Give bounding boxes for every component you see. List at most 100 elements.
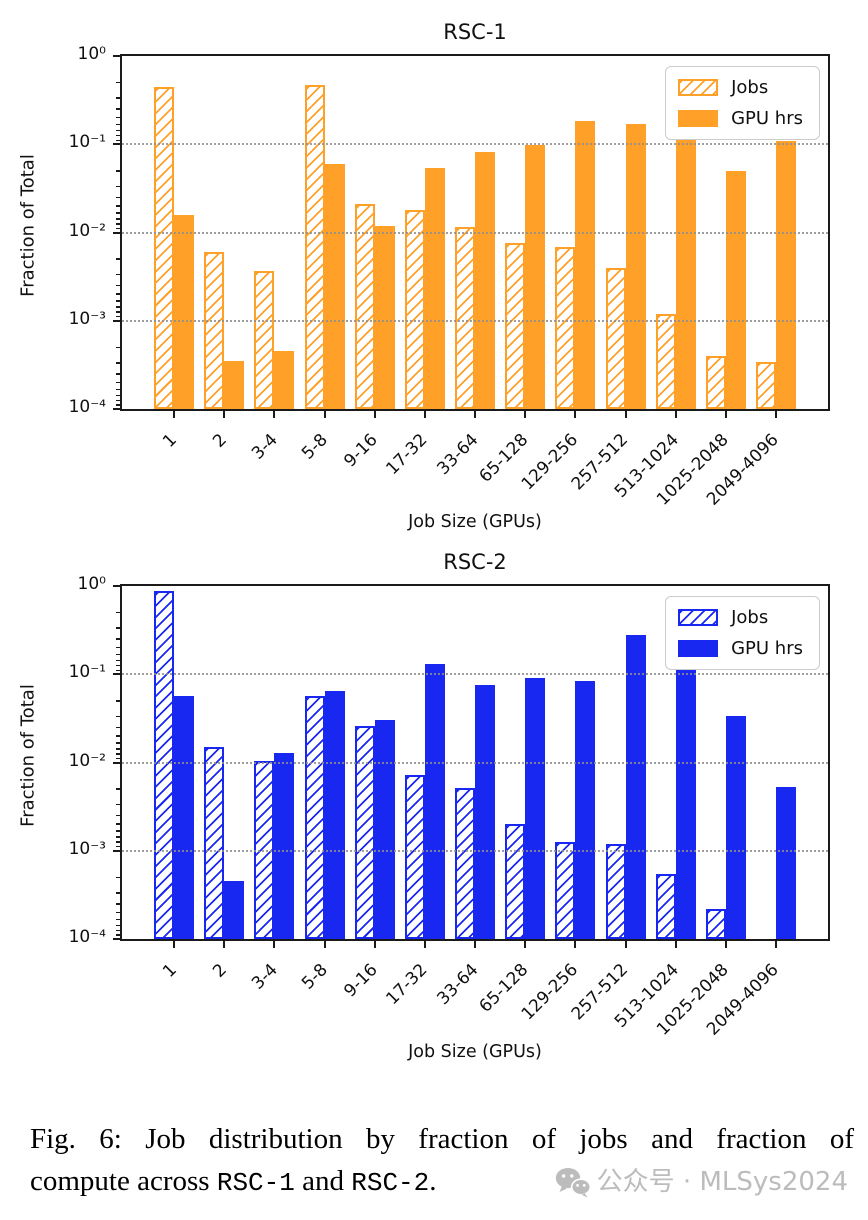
bar-jobs-33-64 [455, 787, 475, 939]
bar-jobs-1025-2048 [705, 908, 726, 939]
x-tick [674, 411, 677, 418]
bar-gpu-hrs-2049-4096 [776, 786, 796, 939]
legend-entry-jobs: Jobs [678, 607, 803, 628]
bar-gpu-hrs-33-64 [475, 684, 495, 939]
y-major-tick [113, 849, 120, 852]
y-minor-tick [116, 726, 120, 729]
y-minor-tick [116, 911, 120, 914]
legend: Jobs GPU hrs [665, 596, 820, 670]
y-minor-tick [116, 404, 120, 406]
plot-area: Jobs GPU hrs 1 2 3-4 5-8 9-16 17-32 33-64 65-12… [113, 54, 830, 510]
y-minor-tick [116, 903, 120, 905]
y-minor-tick [116, 300, 120, 302]
y-minor-tick [116, 81, 120, 84]
watermark: 公众号 · MLSys2024 [555, 1161, 848, 1203]
x-tick [674, 941, 677, 948]
x-tick [323, 411, 326, 418]
bar-gpu-hrs-1025-2048 [725, 715, 746, 939]
y-minor-tick [116, 185, 120, 188]
bar-gpu-hrs-2049-4096 [776, 140, 796, 409]
y-tick-label: 10⁻¹ [68, 132, 106, 153]
y-minor-tick [116, 123, 120, 126]
y-minor-tick [116, 814, 120, 817]
x-tick [373, 411, 376, 418]
y-minor-tick [116, 258, 120, 260]
gridline-1e-1 [122, 673, 828, 676]
y-minor-tick [116, 227, 120, 230]
x-tick [524, 411, 527, 418]
x-tick [223, 941, 226, 948]
bar-jobs-5-8 [304, 695, 325, 939]
y-major-tick [113, 319, 120, 322]
y-minor-tick [116, 381, 120, 384]
bar-jobs-513-1024 [655, 873, 676, 939]
bar-jobs-33-64 [455, 227, 475, 409]
wechat-icon [555, 1167, 591, 1197]
y-minor-tick [116, 664, 120, 667]
y-minor-tick [116, 273, 120, 276]
legend-swatch-jobs-hatched [678, 609, 719, 626]
bar-gpu-hrs-17-32 [424, 167, 445, 409]
y-minor-tick [116, 388, 120, 391]
bar-gpu-hrs-65-128 [525, 145, 546, 409]
y-minor-tick [116, 700, 120, 702]
y-minor-tick [116, 876, 120, 878]
figure-caption: Fig. 6: Job distribution by fraction of … [0, 1118, 868, 1204]
y-major-tick [113, 761, 120, 764]
bar-gpu-hrs-1 [174, 696, 194, 939]
gridline-1e-1 [122, 143, 828, 146]
chart-title: RSC-1 [443, 20, 507, 44]
y-major-tick [113, 55, 120, 57]
y-minor-tick [116, 823, 120, 825]
legend-entry-gpu: GPU hrs [678, 638, 803, 659]
y-major-tick [113, 143, 120, 146]
bar-jobs-2 [204, 252, 225, 409]
y-minor-tick [116, 108, 120, 110]
gridline-1e-3 [122, 849, 828, 852]
y-minor-tick [116, 139, 120, 141]
x-tick [373, 941, 376, 948]
x-tick [223, 411, 226, 418]
x-tick [323, 941, 326, 948]
y-minor-tick [116, 218, 120, 220]
y-tick-label: 10⁻⁴ [68, 397, 106, 417]
y-minor-tick [116, 757, 120, 760]
x-tick-label: 2 [209, 429, 232, 452]
y-tick-label: 10⁻³ [68, 838, 106, 859]
x-tick [474, 411, 476, 418]
y-minor-tick [116, 394, 120, 397]
y-minor-tick [116, 306, 120, 308]
y-minor-tick [116, 638, 120, 640]
y-minor-tick [116, 841, 120, 843]
bar-gpu-hrs-1 [174, 214, 194, 409]
y-minor-tick [116, 924, 120, 927]
y-minor-tick [116, 611, 120, 614]
legend: Jobs GPU hrs [665, 66, 820, 140]
bar-gpu-hrs-5-8 [324, 164, 345, 409]
bar-jobs-9-16 [354, 204, 375, 409]
y-minor-tick [116, 170, 120, 172]
caption-code-rsc2: RSC-2 [351, 1168, 430, 1198]
y-minor-tick [116, 316, 120, 318]
x-tick-label: 1 [159, 959, 182, 982]
y-minor-tick [116, 788, 120, 790]
gridline-1e-2 [122, 231, 828, 234]
legend-entry-gpu: GPU hrs [678, 108, 803, 129]
y-minor-tick [116, 735, 120, 737]
bar-gpu-hrs-513-1024 [675, 667, 696, 939]
legend-entry-jobs: Jobs [678, 77, 803, 98]
y-tick-label: 10⁻³ [68, 308, 106, 329]
y-tick-label: 10⁰ [77, 44, 106, 64]
bar-jobs-2 [204, 746, 225, 939]
caption-text: compute across RSC-1 and RSC-2. [30, 1160, 437, 1204]
y-minor-tick [116, 293, 120, 295]
y-minor-tick [116, 346, 120, 348]
bar-jobs-3-4 [254, 270, 275, 409]
y-tick-label: 10⁰ [77, 574, 106, 594]
x-tick-label: 9-16 [340, 959, 382, 1002]
x-tick-label: 3-4 [247, 959, 282, 994]
y-minor-tick [116, 748, 120, 750]
x-tick [624, 941, 627, 948]
y-minor-tick [116, 742, 120, 744]
y-minor-tick [116, 311, 120, 313]
